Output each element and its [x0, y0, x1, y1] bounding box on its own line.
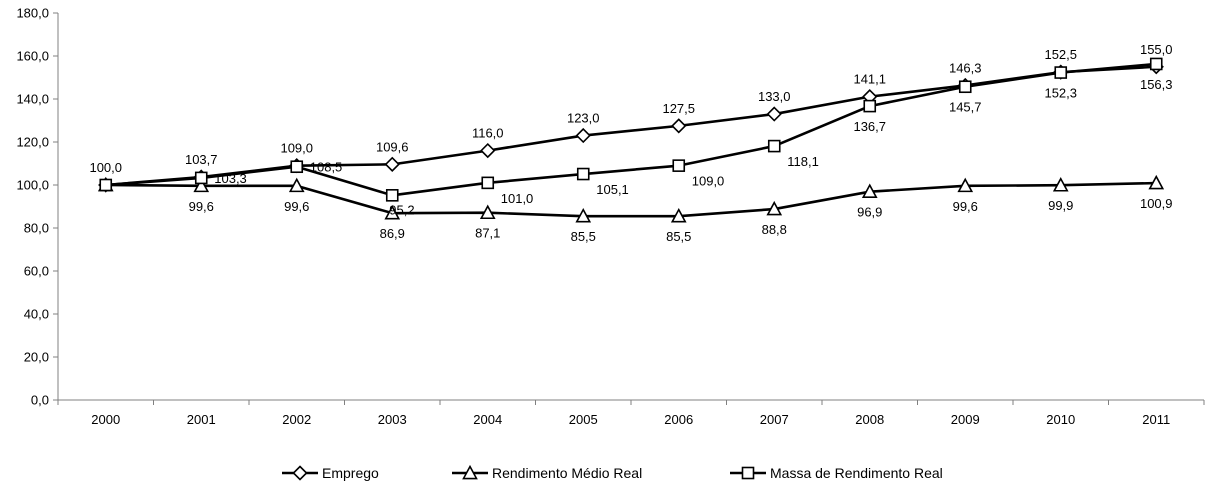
data-label-rendimento-medio-real: 99,6 [284, 199, 309, 214]
data-label-emprego: 100,0 [89, 160, 122, 175]
data-point-rendimento-medio-real [384, 204, 401, 220]
data-label-massa-de-rendimento-real: 95,2 [389, 202, 414, 217]
data-label-massa-de-rendimento-real: 152,3 [1044, 86, 1077, 101]
x-tick-label: 2004 [473, 412, 502, 427]
axes: 0,0 20,0 40,0 60,0 80,0 100,0 120,0 140,0 160,0 1… [16, 6, 1205, 427]
y-tick-label: 140,0 [16, 92, 49, 107]
data-label-rendimento-medio-real: 100,9 [1140, 196, 1173, 211]
data-label-massa-de-rendimento-real: 145,7 [949, 100, 982, 115]
data-label-rendimento-medio-real: 85,5 [571, 229, 596, 244]
data-label-massa-de-rendimento-real: 156,3 [1140, 77, 1173, 92]
x-tick-label: 2011 [1142, 412, 1170, 427]
y-tick-label: 160,0 [16, 49, 49, 64]
data-point-massa-de-rendimento-real [99, 178, 113, 192]
data-point-rendimento-medio-real [575, 207, 592, 223]
data-label-emprego: 123,0 [567, 111, 600, 126]
y-tick-label: 60,0 [24, 264, 49, 279]
data-label-massa-de-rendimento-real: 103,3 [214, 171, 247, 186]
data-label-emprego: 141,1 [853, 72, 886, 87]
data-label-massa-de-rendimento-real: 105,1 [596, 182, 629, 197]
data-point-rendimento-medio-real [1148, 174, 1165, 190]
data-point-emprego [575, 127, 591, 144]
data-label-rendimento-medio-real: 88,8 [762, 222, 787, 237]
data-point-rendimento-medio-real [288, 177, 305, 193]
data-point-massa-de-rendimento-real [385, 189, 399, 202]
data-point-massa-de-rendimento-real [1054, 66, 1068, 79]
data-label-rendimento-medio-real: 99,9 [1048, 198, 1073, 213]
data-label-rendimento-medio-real: 85,5 [666, 229, 691, 244]
x-tick-label: 2002 [282, 412, 311, 427]
x-tick-label: 2009 [951, 412, 980, 427]
x-tick-label: 2007 [760, 412, 789, 427]
x-tick-label: 2005 [569, 412, 598, 427]
data-point-rendimento-medio-real [193, 177, 210, 193]
y-tick-label: 80,0 [24, 221, 49, 236]
data-label-massa-de-rendimento-real: 136,7 [853, 119, 886, 134]
data-label-rendimento-medio-real: 99,6 [189, 199, 214, 214]
y-tick-label: 180,0 [16, 6, 49, 21]
data-point-emprego [384, 156, 400, 172]
data-label-emprego: 116,0 [472, 126, 504, 141]
data-label-emprego: 109,0 [280, 141, 313, 156]
y-tick-label: 0,0 [31, 393, 49, 408]
data-label-rendimento-medio-real: 96,9 [857, 205, 882, 220]
data-label-massa-de-rendimento-real: 108,5 [310, 160, 343, 175]
y-tick-label: 20,0 [24, 350, 49, 365]
data-point-massa-de-rendimento-real [672, 159, 686, 172]
data-point-massa-de-rendimento-real [767, 139, 781, 153]
data-point-massa-de-rendimento-real [290, 160, 304, 174]
y-tick-label: 100,0 [16, 178, 49, 193]
data-point-massa-de-rendimento-real [576, 167, 590, 181]
series-line-massa-de-rendimento-real [105, 62, 1157, 197]
data-point-emprego [480, 142, 496, 159]
data-label-emprego: 146,3 [949, 60, 982, 75]
data-label-massa-de-rendimento-real: 101,0 [501, 191, 534, 206]
data-label-rendimento-medio-real: 86,9 [380, 226, 405, 241]
data-labels: 100,0 103,7 109,0 109,6 116,0 123,0 127,5 133,0… [89, 42, 1172, 244]
data-label-emprego: 103,7 [185, 152, 218, 167]
data-point-massa-de-rendimento-real [863, 99, 877, 113]
x-tick-label: 2008 [855, 412, 884, 427]
x-tick-label: 2010 [1046, 412, 1075, 427]
data-point-massa-de-rendimento-real [958, 80, 972, 94]
data-label-emprego: 109,6 [376, 139, 409, 154]
data-label-rendimento-medio-real: 87,1 [475, 226, 500, 241]
x-tick-label: 2006 [664, 412, 693, 427]
y-tick-label: 120,0 [16, 135, 49, 150]
data-point-rendimento-medio-real [766, 200, 783, 216]
data-label-emprego: 155,0 [1140, 42, 1173, 57]
legend-label-massa-de-rendimento-real: Massa de Rendimento Real [770, 465, 943, 481]
data-point-massa-de-rendimento-real [1149, 57, 1163, 71]
x-tick-label: 2003 [378, 412, 407, 427]
data-point-massa-de-rendimento-real [481, 176, 495, 190]
data-point-rendimento-medio-real [670, 207, 687, 223]
data-point-rendimento-medio-real [479, 204, 496, 220]
legend: Emprego Rendimento Médio Real Massa de Ren… [282, 464, 943, 481]
data-point-rendimento-medio-real [957, 177, 974, 193]
data-label-rendimento-medio-real: 99,6 [953, 199, 978, 214]
series-line-emprego [105, 65, 1157, 187]
legend-label-emprego: Emprego [322, 465, 379, 481]
legend-label-rendimento-medio-real: Rendimento Médio Real [492, 465, 642, 481]
data-point-emprego [766, 106, 782, 122]
data-label-massa-de-rendimento-real: 118,1 [787, 154, 819, 169]
data-point-emprego [671, 118, 687, 134]
data-label-massa-de-rendimento-real: 109,0 [692, 174, 725, 189]
data-point-massa-de-rendimento-real [194, 171, 208, 185]
data-point-rendimento-medio-real [861, 183, 878, 198]
data-point-rendimento-medio-real [1052, 177, 1069, 192]
legend-marker-emprego [292, 465, 308, 481]
y-tick-label: 40,0 [24, 307, 49, 322]
data-label-emprego: 133,0 [758, 89, 791, 104]
data-label-emprego: 127,5 [662, 101, 695, 116]
series-lines [97, 57, 1165, 223]
legend-marker-massa-de-rendimento-real [741, 466, 755, 480]
series-line-rendimento-medio-real [105, 181, 1157, 218]
x-tick-label: 2000 [91, 412, 120, 427]
x-tick-label: 2001 [187, 412, 216, 427]
data-label-emprego: 152,5 [1044, 47, 1077, 62]
legend-marker-rendimento-medio-real [462, 464, 478, 480]
